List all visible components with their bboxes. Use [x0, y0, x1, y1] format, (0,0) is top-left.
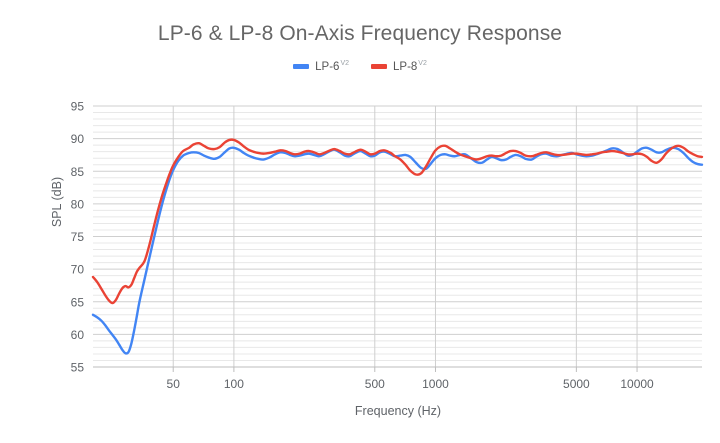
series-line-lp-8 — [91, 138, 704, 305]
x-tick-label: 500 — [365, 377, 385, 391]
legend-label-lp8: LP-8V2 — [393, 60, 427, 73]
x-tick-label: 100 — [224, 377, 244, 391]
series-line-lp-6 — [91, 146, 704, 355]
y-tick-label: 65 — [71, 295, 85, 309]
y-axis-tick-labels: 55 60 65 70 75 80 85 90 95 — [71, 100, 85, 375]
legend-item-lp8[interactable]: LP-8V2 — [371, 60, 427, 73]
x-tick-label: 5000 — [563, 377, 590, 391]
x-axis-tick-labels: 50 100 500 1000 5000 10000 — [167, 377, 655, 391]
y-tick-label: 90 — [71, 132, 85, 146]
y-tick-label: 70 — [71, 263, 85, 277]
x-tick-label: 10000 — [620, 377, 654, 391]
legend-label-lp6-text: LP-6 — [315, 60, 340, 73]
legend-label-lp8-superscript: V2 — [418, 60, 427, 67]
y-tick-label: 60 — [71, 328, 85, 342]
chart-legend: LP-6V2 LP-8V2 — [0, 60, 720, 73]
legend-label-lp8-text: LP-8 — [393, 60, 418, 73]
legend-swatch-lp6 — [293, 63, 310, 69]
y-tick-label: 85 — [71, 165, 85, 179]
legend-swatch-lp8 — [371, 63, 387, 69]
legend-label-lp6-superscript: V2 — [340, 60, 349, 67]
y-tick-label: 95 — [71, 100, 85, 114]
legend-label-lp6: LP-6V2 — [315, 60, 349, 73]
series-lines — [91, 138, 704, 355]
legend-item-lp6[interactable]: LP-6V2 — [293, 60, 349, 73]
x-tick-label: 1000 — [422, 377, 449, 391]
y-axis-title: SPL (dB) — [50, 176, 64, 228]
y-tick-label: 80 — [71, 197, 85, 211]
x-tick-label: 50 — [167, 377, 181, 391]
x-axis-title: Frequency (Hz) — [354, 404, 442, 418]
y-tick-label: 75 — [71, 230, 85, 244]
chart-title: LP-6 & LP-8 On-Axis Frequency Response — [157, 22, 563, 45]
x-axis-tick-marks — [93, 366, 702, 372]
y-tick-label: 55 — [71, 361, 85, 375]
minor-gridlines — [93, 112, 702, 361]
